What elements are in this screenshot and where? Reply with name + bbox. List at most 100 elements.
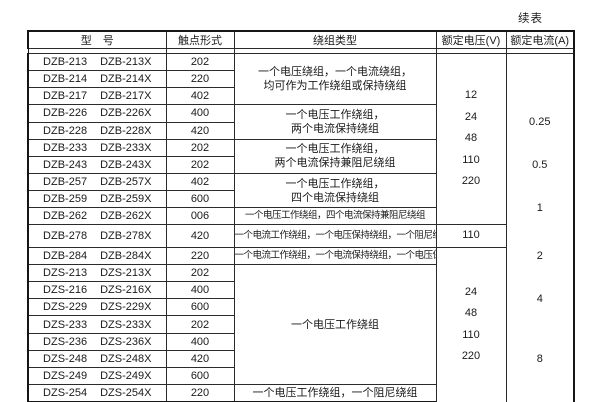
- rated-voltage-value: 48: [464, 132, 478, 145]
- spec-table-header: 型 号 触点形式 绕组类型 额定电压(V) 额定电流(A): [27, 30, 575, 54]
- column-header-winding: 绕组类型: [233, 30, 437, 49]
- header-divider-spacer: [505, 48, 575, 54]
- model-cell: DZS-216 DZS-216X: [27, 281, 167, 300]
- model-number: DZB-278: [43, 230, 88, 243]
- contact-form-cell: 202: [165, 52, 235, 72]
- contact-form-cell: 220: [165, 246, 235, 266]
- table-row: DZB-214 DZB-214X 220: [27, 70, 574, 89]
- rated-current-cell: 0.5: [505, 139, 575, 191]
- model-cell: DZB-262 DZB-262X: [27, 207, 167, 226]
- model-number: DZB-213: [43, 56, 88, 69]
- winding-type-line: 一个电压绕组，一个电流绕组，: [258, 66, 412, 79]
- winding-type-cell: 一个电压工作绕组， 两个电流保持兼阻尼绕组: [233, 138, 437, 174]
- winding-type-line: 一个电压工作绕组，一个阻尼绕组: [252, 387, 418, 400]
- table-row: DZB-228 DZB-228X 420: [27, 121, 574, 140]
- contact-form-cell: 420: [165, 224, 235, 248]
- model-number-x: DZB-284X: [100, 249, 152, 262]
- model-number-x: DZB-226X: [100, 107, 152, 120]
- table-row: DZS-216 DZS-216X 400: [27, 281, 574, 300]
- model-number-x: DZS-236X: [100, 335, 152, 348]
- table-row: DZB-278 DZB-278X 420 一个电流工作绕组，一个电压保持绕组，一个阻尼…: [27, 224, 575, 248]
- model-cell: DZS-229 DZS-229X: [27, 298, 167, 317]
- model-number: DZB-217: [43, 90, 88, 103]
- model-number-x: DZB-214X: [100, 73, 152, 86]
- contact-form-cell: 600: [165, 190, 235, 209]
- winding-type-line: 一个电压工作绕组，四个电流保持兼阻尼绕组: [244, 210, 426, 222]
- model-number: DZS-216: [43, 284, 88, 297]
- model-number-x: DZB-243X: [100, 158, 152, 171]
- rated-voltage-cell: 110: [435, 224, 507, 248]
- rated-current-cell: [505, 384, 575, 402]
- table-row: DZB-243 DZB-243X 202: [27, 155, 574, 174]
- model-number-x: DZB-213X: [100, 56, 152, 69]
- model-number-x: DZB-278X: [100, 230, 152, 243]
- model-number: DZB-259: [43, 193, 88, 206]
- rated-current-cell: 4: [505, 264, 575, 334]
- contact-form-cell: 600: [165, 366, 235, 386]
- model-cell: DZS-249 DZS-249X: [27, 366, 167, 386]
- rated-voltage-cell: 12 24 48 110 220: [435, 52, 507, 226]
- rated-current-cell: [505, 53, 575, 105]
- column-header-voltage: 额定电压(V): [435, 30, 507, 49]
- contact-form-cell: 202: [165, 155, 235, 174]
- model-number: DZS-236: [43, 335, 88, 348]
- model-number-x: DZS-233X: [100, 318, 152, 331]
- model-cell: DZB-228 DZB-228X: [27, 121, 167, 140]
- model-number-x: DZS-249X: [100, 369, 152, 382]
- model-cell: DZB-243 DZB-243X: [27, 155, 167, 174]
- contact-form-cell: 420: [165, 121, 235, 140]
- rated-current-cell: 8: [505, 333, 575, 385]
- winding-type-cell: 一个电压工作绕组: [233, 264, 437, 386]
- winding-type-cell: 一个电压工作绕组，四个电流保持兼阻尼绕组: [233, 207, 437, 226]
- model-cell: DZS-233 DZS-233X: [27, 315, 167, 334]
- rated-voltage-value: 24: [464, 110, 478, 123]
- model-number: DZS-249: [43, 369, 88, 382]
- model-cell: DZB-259 DZB-259X: [27, 190, 167, 209]
- model-cell: DZB-233 DZB-233X: [27, 138, 167, 157]
- winding-type-line: 两个电流保持绕组: [291, 123, 379, 136]
- rated-voltage-value: 12: [464, 89, 478, 102]
- table-row: DZB-226 DZB-226X 400 一个电压工作绕组， 两个电流保持绕组 0.25: [27, 104, 575, 140]
- contact-form-cell: 400: [165, 104, 235, 123]
- winding-type-cell: 一个电流工作绕组，一个电流保持绕组，一个电压保持绕组: [233, 246, 437, 266]
- model-number-x: DZB-233X: [100, 141, 152, 154]
- rated-current-cell: 2: [505, 247, 575, 265]
- spec-table-body: DZB-213 DZB-213X 202 一个电压绕组，一个电流绕组， 均可作为工作绕组…: [27, 52, 575, 402]
- winding-type-line: 一个电压工作绕组，: [285, 143, 385, 156]
- contact-form-cell: 402: [165, 172, 235, 192]
- contact-form-cell: 400: [165, 332, 235, 351]
- table-row: DZB-257 DZB-257X 402 一个电压工作绕组， 四个电流保持绕组: [27, 172, 574, 209]
- model-number: DZB-284: [43, 249, 88, 262]
- model-number-x: DZS-229X: [100, 301, 152, 314]
- contact-form-cell: 220: [165, 70, 235, 89]
- contact-form-cell: 420: [165, 349, 235, 368]
- model-cell: DZB-214 DZB-214X: [27, 70, 167, 89]
- model-cell: DZS-236 DZS-236X: [27, 332, 167, 351]
- winding-type-cell: 一个电压工作绕组， 四个电流保持绕组: [233, 172, 437, 209]
- model-cell: DZB-226 DZB-226X: [27, 104, 167, 123]
- continued-table-label: 续表: [518, 13, 543, 25]
- contact-form-cell: 400: [165, 281, 235, 300]
- model-cell: DZB-213 DZB-213X: [27, 52, 167, 72]
- rated-current-cell: 0.25: [505, 104, 575, 140]
- contact-form-cell: 202: [165, 315, 235, 334]
- contact-form-cell: 202: [165, 264, 235, 283]
- model-number-x: DZS-254X: [100, 387, 152, 400]
- table-row: DZS-236 DZS-236X 400 8: [27, 332, 575, 385]
- winding-type-cell: 一个电压工作绕组，一个阻尼绕组: [233, 384, 437, 402]
- model-number-x: DZB-217X: [100, 90, 152, 103]
- model-cell: DZB-284 DZB-284X: [27, 246, 167, 266]
- winding-type-line: 四个电流保持绕组: [291, 191, 379, 204]
- column-header-current: 额定电流(A): [505, 30, 575, 49]
- model-cell: DZB-217 DZB-217X: [27, 87, 167, 106]
- model-cell: DZS-213 DZS-213X: [27, 264, 167, 283]
- model-cell: DZB-278 DZB-278X: [27, 224, 167, 248]
- winding-type-cell: 一个电流工作绕组，一个电压保持绕组，一个阻尼绕组: [233, 224, 437, 248]
- model-number-x: DZB-262X: [100, 210, 152, 223]
- model-number-x: DZS-213X: [100, 267, 152, 280]
- contact-form-cell: 600: [165, 298, 235, 317]
- model-number-x: DZS-248X: [100, 352, 152, 365]
- rated-voltage-value: 110: [462, 153, 480, 166]
- model-number: DZB-228: [43, 124, 88, 137]
- table-row: DZB-284 DZB-284X 220 一个电流工作绕组，一个电流保持绕组，一个电压…: [27, 246, 575, 402]
